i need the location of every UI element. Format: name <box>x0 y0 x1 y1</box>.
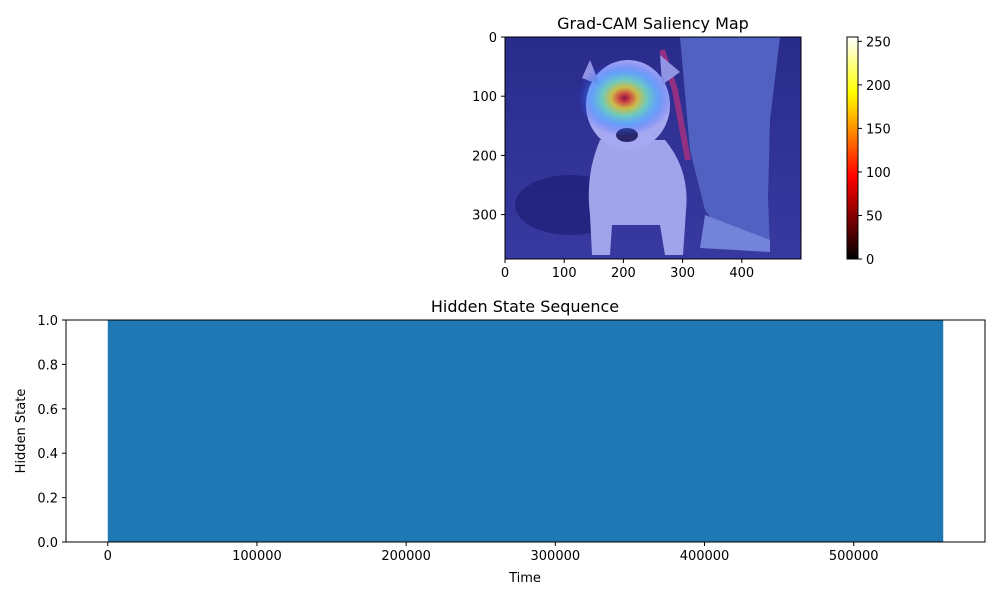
saliency-image <box>505 37 801 259</box>
y-tick-label: 0.2 <box>37 492 58 507</box>
x-tick-label: 100 <box>552 266 577 281</box>
y-tick-label: 100 <box>472 90 497 105</box>
colorbar-tick-label: 50 <box>866 209 883 224</box>
x-tick-label: 500000 <box>829 549 879 564</box>
x-tick-label: 300 <box>670 266 695 281</box>
dog-body <box>588 140 687 255</box>
hidden-state-title: Hidden State Sequence <box>431 297 619 316</box>
colorbar-tick-label: 150 <box>866 122 891 137</box>
y-tick-label: 300 <box>472 209 497 224</box>
y-tick-label: 0.6 <box>37 403 58 418</box>
y-axis-label: Hidden State <box>14 389 29 474</box>
colorbar-gradient <box>847 37 858 259</box>
x-tick-label: 400000 <box>680 549 730 564</box>
saliency-frame <box>504 36 802 260</box>
x-axis-label: Time <box>508 571 541 586</box>
colorbar-frame <box>846 36 859 260</box>
hidden-state-x-ticks: 0 100000 200000 300000 400000 500000 <box>104 542 879 564</box>
colorbar-ticks: 0 50 100 150 200 250 <box>858 35 891 268</box>
x-tick-label: 200 <box>611 266 636 281</box>
y-tick-label: 200 <box>472 149 497 164</box>
x-tick-label: 0 <box>104 549 112 564</box>
x-tick-label: 400 <box>729 266 754 281</box>
person-shoe <box>700 215 770 252</box>
person-legs <box>680 37 780 248</box>
hidden-state-y-ticks: 0.0 0.2 0.4 0.6 0.8 1.0 <box>37 314 66 551</box>
x-tick-label: 100000 <box>232 549 282 564</box>
y-tick-label: 0.4 <box>37 447 58 462</box>
x-tick-label: 300000 <box>531 549 581 564</box>
saliency-y-ticks: 0 100 200 300 <box>472 31 505 224</box>
y-tick-label: 1.0 <box>37 314 58 329</box>
saliency-panel: Grad-CAM Saliency Map 0 100 200 300 400 0 100… <box>472 14 802 281</box>
x-tick-label: 200000 <box>381 549 431 564</box>
y-tick-label: 0.0 <box>37 536 58 551</box>
saliency-x-ticks: 0 100 200 300 400 <box>501 259 754 281</box>
colorbar-tick-label: 200 <box>866 79 891 94</box>
cam-tint <box>505 37 801 259</box>
y-tick-label: 0 <box>489 31 497 46</box>
colorbar-tick-label: 0 <box>866 253 874 268</box>
x-tick-label: 0 <box>501 266 509 281</box>
saliency-title: Grad-CAM Saliency Map <box>557 14 749 33</box>
colorbar-tick-label: 100 <box>866 166 891 181</box>
hidden-state-area <box>107 320 944 542</box>
cam-hotspot <box>576 59 673 136</box>
hidden-state-frame <box>65 319 986 543</box>
colorbar: 0 50 100 150 200 250 <box>846 35 891 268</box>
colorbar-tick-label: 250 <box>866 35 891 50</box>
y-tick-label: 0.8 <box>37 358 58 373</box>
hidden-state-series <box>107 320 944 542</box>
hidden-state-panel: Hidden State Sequence 0 100000 200000 30000… <box>14 297 986 586</box>
